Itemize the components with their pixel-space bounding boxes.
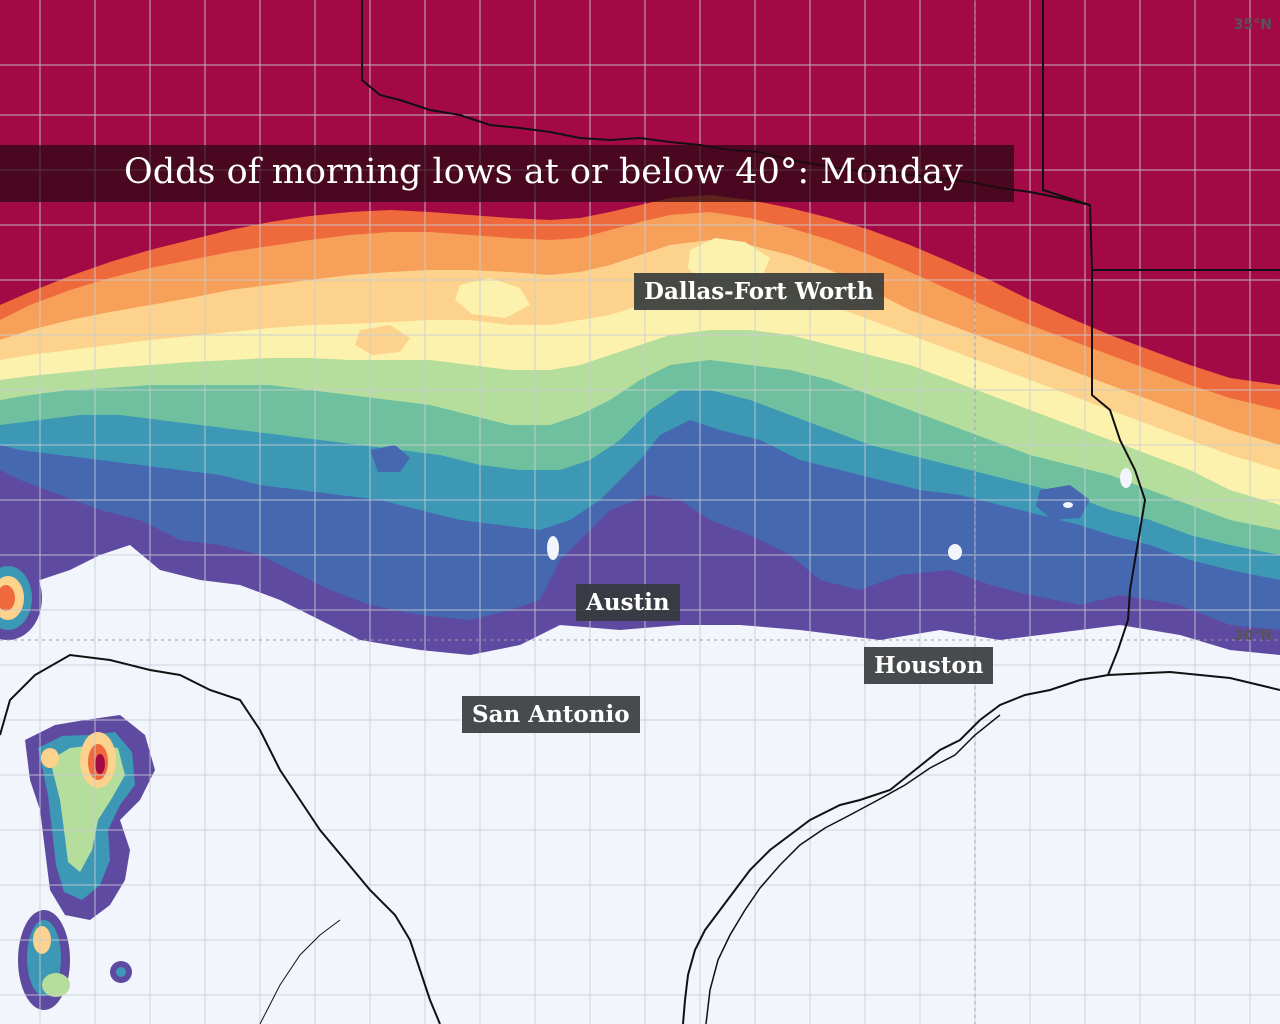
latitude-label-35n: 35°N: [1233, 17, 1272, 33]
western-cells: [0, 556, 155, 1010]
cold-pocket-central: [370, 445, 410, 472]
city-label-dallas-fort-worth: Dallas-Fort Worth: [634, 273, 884, 310]
latitude-label-30n: 30°N: [1233, 628, 1272, 644]
arkansas-border: [1042, 0, 1280, 271]
mexico-border-west: [259, 919, 341, 1024]
title-bar: [0, 145, 1014, 202]
louisiana-border: [1091, 270, 1147, 676]
lakes: [547, 468, 1132, 560]
cold-pocket-east: [1036, 485, 1090, 520]
rio-grande: [0, 653, 441, 1024]
city-label-houston: Houston: [864, 647, 994, 684]
city-label-san-antonio: San Antonio: [462, 696, 640, 733]
cold-pocket-north: [455, 278, 530, 318]
barrier-island: [705, 714, 1001, 1024]
gulf-coast: [682, 670, 1280, 1024]
map-title: Odds of morning lows at or below 40°: Mo…: [124, 152, 963, 192]
cold-pocket-west: [355, 325, 410, 355]
city-label-austin: Austin: [576, 584, 680, 621]
